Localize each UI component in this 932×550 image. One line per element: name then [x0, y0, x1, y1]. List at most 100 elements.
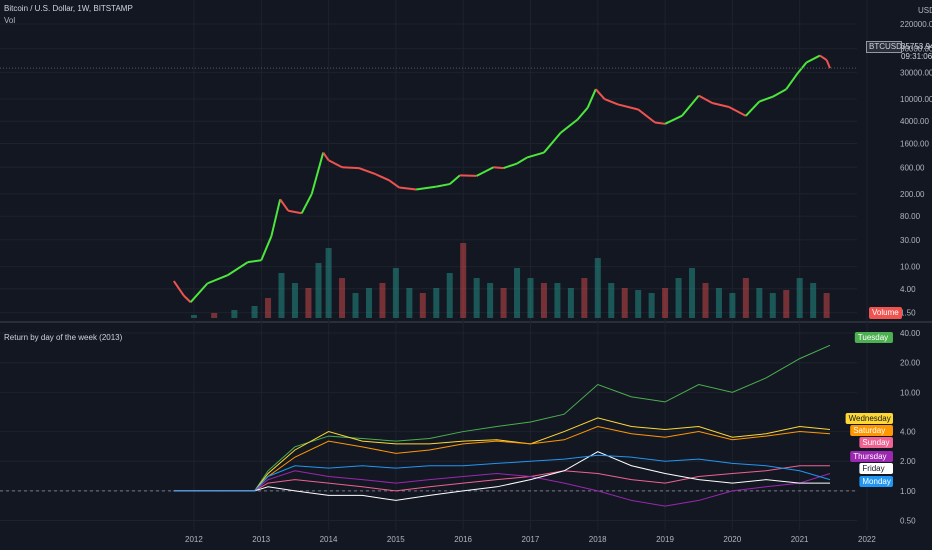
- volume-bar: [567, 288, 574, 318]
- main-y-tick-label: 1.50: [900, 309, 916, 318]
- last-price: 35753.94: [901, 42, 932, 51]
- volume-bar: [675, 278, 682, 318]
- price-segment: [595, 88, 606, 100]
- main-y-tick-label: 80000.00: [900, 45, 932, 54]
- price-segment: [279, 198, 290, 212]
- volume-bar: [527, 278, 534, 318]
- price-segment: [586, 88, 597, 109]
- x-tick-label: 2012: [185, 535, 203, 544]
- volume-indicator-label[interactable]: Vol: [4, 16, 16, 25]
- price-segment: [604, 98, 619, 106]
- volume-bar: [211, 313, 218, 318]
- legend-tag-monday: [859, 476, 893, 487]
- x-tick-label: 2017: [522, 535, 540, 544]
- legend-label-friday: Friday: [862, 464, 884, 473]
- volume-bar: [742, 278, 749, 318]
- indicator-title[interactable]: Return by day of the week (2013): [4, 333, 123, 342]
- legend-label-wednesday: Wednesday: [849, 414, 891, 423]
- volume-bar: [265, 298, 272, 318]
- price-segment: [805, 54, 821, 64]
- x-tick-label: 2018: [589, 535, 607, 544]
- volume-bar: [473, 278, 480, 318]
- volume-bar: [594, 258, 601, 318]
- volume-bar: [756, 288, 763, 318]
- price-segment: [664, 114, 683, 125]
- main-y-tick-label: 10000.00: [900, 95, 932, 104]
- price-segment: [247, 259, 262, 264]
- volume-bar: [783, 290, 790, 318]
- volume-bar: [635, 290, 642, 318]
- volume-bar: [702, 283, 709, 318]
- main-y-tick-label: 220000.00: [900, 20, 932, 29]
- volume-bar: [608, 283, 615, 318]
- main-y-tick-label: 30.00: [900, 236, 921, 245]
- price-segment: [543, 132, 562, 154]
- price-segment: [698, 94, 713, 104]
- series-line-wednesday: [173, 417, 831, 492]
- volume-bar: [339, 278, 346, 318]
- main-y-tick-label: 200.00: [900, 190, 925, 199]
- volume-bar: [278, 273, 285, 318]
- volume-bar: [769, 293, 776, 318]
- main-y-tick-label: 30000.00: [900, 68, 932, 77]
- x-tick-label: 2016: [454, 535, 472, 544]
- main-y-tick-label: 4.00: [900, 285, 916, 294]
- volume-bar: [315, 263, 322, 318]
- volume-bar: [823, 293, 830, 318]
- price-segment: [819, 54, 828, 61]
- series-line-friday: [173, 451, 830, 501]
- volume-bar: [419, 293, 426, 318]
- price-segment: [310, 152, 325, 195]
- volume-bar: [325, 248, 332, 318]
- volume-bar: [810, 283, 817, 318]
- indicator-y-tick-label: 20.00: [900, 359, 921, 368]
- main-y-unit: USD: [918, 6, 932, 15]
- price-segment: [449, 174, 461, 185]
- price-segment: [617, 103, 639, 111]
- price-segment: [637, 108, 656, 124]
- x-tick-label: 2013: [252, 535, 270, 544]
- price-segment: [772, 88, 787, 98]
- legend-tag-sunday: [859, 437, 893, 448]
- symbol-title[interactable]: Bitcoin / U.S. Dollar, 1W, BITSTAMP: [4, 4, 133, 13]
- price-segment: [681, 94, 700, 117]
- volume-bar: [648, 293, 655, 318]
- indicator-y-tick-label: 0.50: [900, 517, 916, 526]
- x-tick-label: 2020: [723, 535, 741, 544]
- legend-label-monday: Monday: [862, 477, 890, 486]
- price-segment: [260, 235, 273, 261]
- volume-bar: [392, 268, 399, 318]
- volume-bar: [796, 278, 803, 318]
- price-segment: [758, 95, 774, 103]
- price-segment: [825, 59, 831, 69]
- legend-tag-friday: [859, 463, 893, 474]
- price-segment: [796, 61, 808, 74]
- volume-bar: [581, 278, 588, 318]
- price-segment: [459, 174, 477, 177]
- volume-bar: [446, 273, 453, 318]
- price-segment: [388, 179, 400, 189]
- price-segment: [654, 121, 666, 125]
- price-segment: [358, 167, 377, 176]
- volume-bar: [514, 268, 521, 318]
- volume-bar: [689, 268, 696, 318]
- price-segment: [172, 280, 185, 297]
- volume-bar: [433, 288, 440, 318]
- legend-tag-tuesday: [854, 332, 893, 343]
- price-segment: [288, 209, 302, 215]
- legend-label-saturday: Saturday: [853, 426, 885, 435]
- volume-tag: Volume: [869, 307, 902, 319]
- series-line-sunday: [173, 465, 830, 492]
- main-y-tick-label: 600.00: [900, 163, 925, 172]
- legend-label-sunday: Sunday: [862, 438, 889, 447]
- legend-label-tuesday: Tuesday: [858, 333, 888, 342]
- volume-bar: [500, 288, 507, 318]
- x-tick-label: 2019: [656, 535, 674, 544]
- main-y-tick-label: 80.00: [900, 212, 921, 221]
- price-segment: [476, 166, 494, 177]
- x-tick-label: 2022: [858, 535, 876, 544]
- volume-bar: [365, 288, 372, 318]
- price-segment: [189, 282, 209, 303]
- volume-bar: [352, 293, 359, 318]
